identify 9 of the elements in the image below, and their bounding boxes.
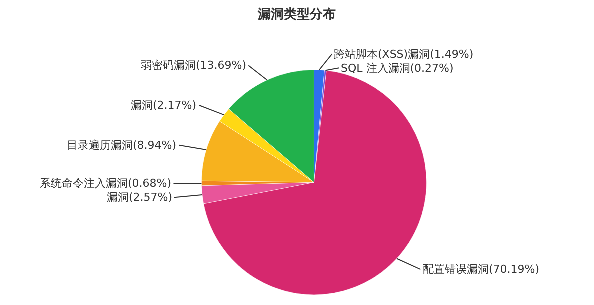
slice-label: 弱密码漏洞(13.69%): [141, 59, 247, 72]
slice-label: 系统命令注入漏洞(0.68%): [40, 177, 172, 190]
slice-label: 配置错误漏洞(70.19%): [423, 263, 540, 276]
slice-label: 跨站脚本(XSS)漏洞(1.49%): [334, 48, 474, 61]
chart-title: 漏洞类型分布: [257, 7, 336, 22]
slice-label: 漏洞(2.17%): [131, 99, 197, 112]
slice-label: 目录遍历漏洞(8.94%): [67, 139, 177, 152]
slice-label: SQL 注入漏洞(0.27%): [341, 62, 454, 75]
slice-label: 漏洞(2.57%): [107, 191, 173, 204]
